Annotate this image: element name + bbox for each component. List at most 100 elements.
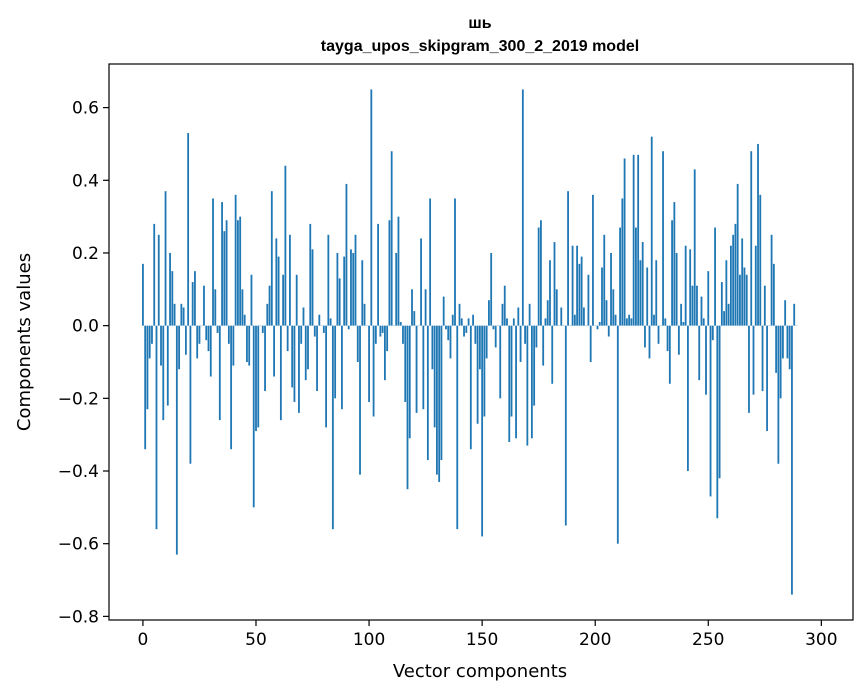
bar [343, 256, 346, 326]
y-tick-label: 0.6 [72, 99, 99, 119]
bar [623, 158, 626, 326]
bar [182, 307, 185, 326]
bar [589, 325, 592, 362]
bar [718, 325, 721, 479]
bar [422, 325, 425, 410]
bar [395, 252, 398, 326]
bar [255, 325, 257, 432]
bar [309, 223, 312, 326]
bar [155, 325, 158, 530]
bar [716, 325, 719, 519]
bar [546, 300, 549, 326]
bar [501, 303, 504, 326]
bar [171, 271, 174, 326]
bar [338, 278, 341, 326]
bar [440, 325, 443, 461]
bar [573, 314, 576, 326]
bar [277, 256, 280, 326]
x-tick-label: 50 [245, 630, 267, 650]
bar [657, 325, 660, 344]
x-axis: 0 50 100 150 200 250 300 [138, 620, 838, 650]
bar [788, 325, 791, 370]
bar [270, 191, 273, 326]
bar [641, 242, 644, 326]
bar [596, 325, 599, 330]
bar [725, 260, 728, 326]
bar [445, 325, 447, 330]
bar [184, 325, 187, 355]
y-tick-label: −0.2 [58, 389, 99, 409]
bar [698, 325, 701, 381]
x-tick-label: 200 [579, 630, 611, 650]
bar [612, 289, 615, 326]
y-tick-label: −0.6 [58, 535, 99, 555]
bar [582, 307, 585, 326]
bar [625, 318, 628, 326]
bar [793, 303, 796, 326]
bar [666, 325, 669, 352]
bar [687, 325, 689, 472]
bar [537, 227, 540, 326]
bar [456, 325, 459, 530]
bar [671, 220, 673, 326]
bar [463, 325, 465, 337]
bar [485, 325, 488, 359]
bar [460, 318, 463, 326]
bar [433, 325, 436, 428]
bar [162, 325, 165, 421]
bar [334, 325, 337, 399]
bar [424, 289, 427, 326]
bar [429, 198, 432, 326]
bar [777, 325, 780, 464]
bar [732, 234, 735, 326]
bar [745, 274, 748, 326]
bar [653, 314, 655, 326]
bar [166, 325, 169, 406]
bar [553, 242, 556, 326]
x-tick-label: 150 [466, 630, 498, 650]
bar [381, 325, 384, 333]
bar [506, 318, 508, 326]
bar [354, 234, 357, 326]
bar [275, 238, 278, 326]
bar [160, 325, 162, 366]
bar [748, 325, 750, 413]
y-tick-label: −0.8 [58, 607, 99, 627]
bar [535, 325, 538, 348]
bar [614, 314, 617, 326]
y-tick-label: −0.4 [58, 462, 99, 482]
bar [282, 274, 285, 326]
bar [191, 282, 194, 326]
bar [469, 325, 472, 450]
bar [420, 238, 422, 326]
bar [517, 307, 520, 326]
bar [449, 325, 452, 359]
bar [729, 245, 732, 326]
bar [515, 325, 517, 439]
bar [300, 325, 303, 344]
bar [736, 183, 739, 326]
bar [668, 325, 671, 384]
bar [524, 325, 526, 344]
bar [408, 325, 411, 439]
bar [605, 300, 608, 326]
bar [368, 325, 370, 402]
bar [350, 249, 352, 326]
bar [153, 223, 156, 326]
bar [521, 89, 524, 326]
bar [316, 325, 318, 392]
bar [474, 325, 477, 344]
bar [173, 303, 176, 326]
bar [549, 260, 551, 326]
bar [772, 263, 775, 326]
bar [675, 252, 678, 326]
bar [754, 245, 757, 326]
bar [307, 325, 309, 370]
bar [465, 325, 468, 333]
bar [411, 289, 413, 326]
x-tick-label: 250 [692, 630, 724, 650]
bar [560, 307, 563, 326]
bar [478, 325, 481, 370]
bar [304, 325, 307, 381]
bar [341, 325, 343, 410]
